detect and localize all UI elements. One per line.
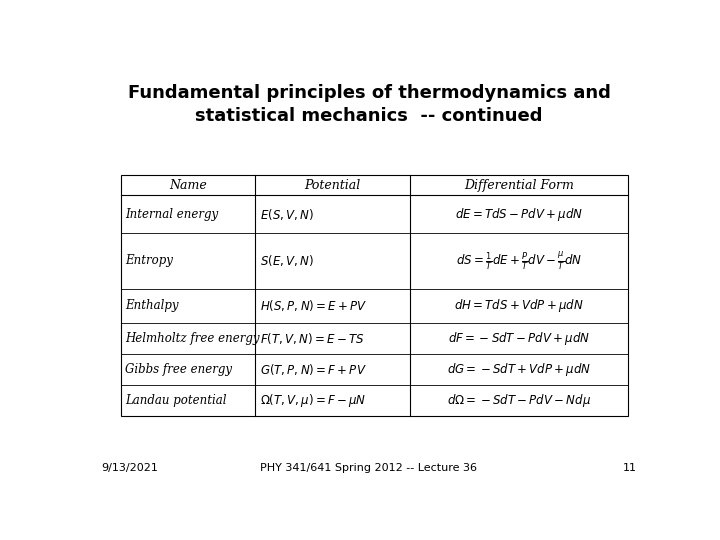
Text: Enthalpy: Enthalpy xyxy=(125,299,179,312)
Text: $dE = TdS - PdV + \mu dN$: $dE = TdS - PdV + \mu dN$ xyxy=(455,206,583,223)
Text: $dS = \frac{1}{T}dE + \frac{P}{T}dV - \frac{\mu}{T}dN$: $dS = \frac{1}{T}dE + \frac{P}{T}dV - \f… xyxy=(456,251,582,272)
Text: $H(S,P,N)=E+PV$: $H(S,P,N)=E+PV$ xyxy=(260,298,367,313)
Text: $F(T,V,N)=E-TS$: $F(T,V,N)=E-TS$ xyxy=(260,331,364,346)
Text: $S(E,V,N)$: $S(E,V,N)$ xyxy=(260,253,314,268)
Text: $d\Omega = -SdT - PdV - Nd\mu$: $d\Omega = -SdT - PdV - Nd\mu$ xyxy=(447,392,591,409)
Bar xyxy=(121,175,629,416)
Text: $dF = -SdT - PdV + \mu dN$: $dF = -SdT - PdV + \mu dN$ xyxy=(449,330,590,347)
Text: PHY 341/641 Spring 2012 -- Lecture 36: PHY 341/641 Spring 2012 -- Lecture 36 xyxy=(261,463,477,473)
Text: $G(T,P,N)=F+PV$: $G(T,P,N)=F+PV$ xyxy=(260,362,366,377)
Text: Name: Name xyxy=(169,179,207,192)
Text: $dH = TdS + VdP + \mu dN$: $dH = TdS + VdP + \mu dN$ xyxy=(454,298,584,314)
Text: Potential: Potential xyxy=(305,179,361,192)
Text: Gibbs free energy: Gibbs free energy xyxy=(125,363,232,376)
Text: $E(S,V,N)$: $E(S,V,N)$ xyxy=(260,207,314,222)
Text: 9/13/2021: 9/13/2021 xyxy=(101,463,158,473)
Text: $\Omega(T,V,\mu)=F-\mu N$: $\Omega(T,V,\mu)=F-\mu N$ xyxy=(260,392,366,409)
Text: Entropy: Entropy xyxy=(125,254,173,267)
Text: Helmholtz free energy: Helmholtz free energy xyxy=(125,332,260,345)
Text: Differential Form: Differential Form xyxy=(464,179,575,192)
Text: Internal energy: Internal energy xyxy=(125,208,218,221)
Text: $dG = -SdT + VdP + \mu dN$: $dG = -SdT + VdP + \mu dN$ xyxy=(447,361,591,378)
Text: 11: 11 xyxy=(623,463,637,473)
Text: Fundamental principles of thermodynamics and
statistical mechanics  -- continued: Fundamental principles of thermodynamics… xyxy=(127,84,611,125)
Text: Landau potential: Landau potential xyxy=(125,394,227,407)
